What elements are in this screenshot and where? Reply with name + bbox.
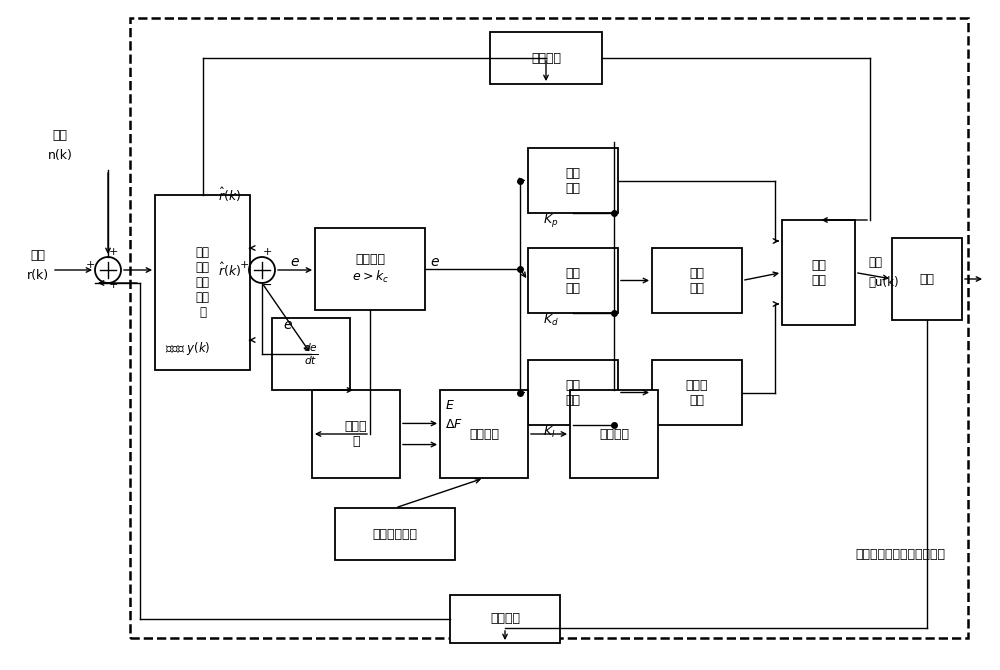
Text: 转台: 转台: [920, 273, 934, 285]
Text: $\frac{de}{dt}$: $\frac{de}{dt}$: [303, 341, 319, 366]
Text: 基于模糊决策的复合控制器: 基于模糊决策的复合控制器: [855, 549, 945, 561]
Bar: [155, 195, 250, 370]
Text: +: +: [108, 280, 118, 290]
Text: +: +: [108, 247, 118, 257]
Text: $\hat{r}(k)$: $\hat{r}(k)$: [218, 186, 241, 204]
Bar: [272, 318, 350, 390]
Text: $K_d$: $K_d$: [543, 312, 559, 328]
Bar: [570, 390, 658, 478]
Text: 微分
运算: 微分 运算: [566, 267, 580, 295]
Text: $e$: $e$: [283, 318, 293, 332]
Text: $K_I$: $K_I$: [543, 425, 556, 440]
Text: 比例
运算: 比例 运算: [566, 167, 580, 194]
Bar: [450, 595, 560, 643]
Text: $K_p$: $K_p$: [543, 212, 558, 228]
Bar: [528, 248, 618, 313]
Text: +: +: [239, 260, 249, 270]
Bar: [782, 220, 855, 325]
Text: $e$: $e$: [430, 255, 440, 269]
Text: 切换开关
$e>k_c$: 切换开关 $e>k_c$: [352, 253, 388, 285]
Bar: [652, 360, 742, 425]
Text: r(k): r(k): [27, 269, 49, 281]
Text: $\Delta F$: $\Delta F$: [445, 419, 463, 431]
Text: 反模糊化: 反模糊化: [599, 427, 629, 440]
Bar: [130, 18, 968, 638]
Text: 综合
数字
滤波
与估
计: 综合 数字 滤波 与估 计: [196, 246, 210, 319]
Bar: [892, 238, 962, 320]
Bar: [312, 390, 400, 478]
Bar: [490, 32, 602, 84]
Text: 模糊决策: 模糊决策: [469, 427, 499, 440]
Text: 被控值 $y(k)$: 被控值 $y(k)$: [165, 340, 211, 356]
Bar: [528, 360, 618, 425]
Text: +: +: [262, 247, 272, 257]
Text: −: −: [262, 279, 272, 291]
Text: n(k): n(k): [48, 149, 72, 161]
Bar: [652, 248, 742, 313]
Text: 测量单元: 测量单元: [490, 612, 520, 626]
Bar: [528, 148, 618, 213]
Text: 信号
叠加: 信号 叠加: [811, 259, 826, 287]
Text: 前馈控制: 前馈控制: [531, 52, 561, 64]
Bar: [440, 390, 528, 478]
Text: 给定: 给定: [30, 249, 46, 261]
Text: 抗积分
饱和: 抗积分 饱和: [686, 379, 708, 407]
Text: 模糊量
化: 模糊量 化: [345, 420, 367, 448]
Text: +: +: [85, 260, 95, 270]
Text: 模糊控制规则: 模糊控制规则: [372, 527, 418, 541]
Text: 控制: 控制: [868, 255, 882, 269]
Text: $E$: $E$: [445, 399, 455, 411]
Text: 值u(k): 值u(k): [868, 275, 899, 289]
Text: 积分
运算: 积分 运算: [566, 379, 580, 407]
Text: $\hat{r}(k)$: $\hat{r}(k)$: [218, 261, 241, 279]
Text: $e$: $e$: [290, 255, 300, 269]
Bar: [335, 508, 455, 560]
Text: 噪声: 噪声: [52, 129, 68, 141]
Bar: [315, 228, 425, 310]
Text: 低通
滤波: 低通 滤波: [690, 267, 704, 295]
